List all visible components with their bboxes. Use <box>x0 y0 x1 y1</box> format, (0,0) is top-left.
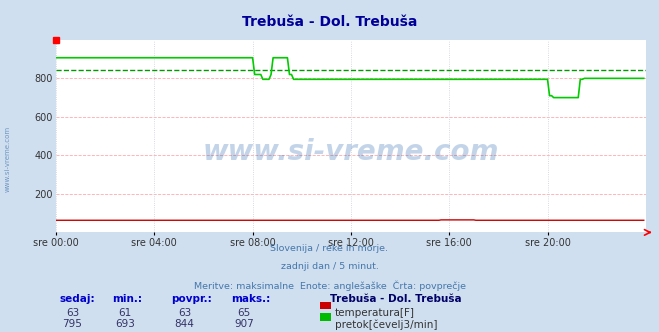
Text: www.si-vreme.com: www.si-vreme.com <box>5 126 11 193</box>
Text: Slovenija / reke in morje.: Slovenija / reke in morje. <box>270 244 389 253</box>
Text: sedaj:: sedaj: <box>59 294 95 304</box>
Text: min.:: min.: <box>112 294 142 304</box>
Text: www.si-vreme.com: www.si-vreme.com <box>203 137 499 166</box>
Text: pretok[čevelj3/min]: pretok[čevelj3/min] <box>335 319 438 330</box>
Text: povpr.:: povpr.: <box>171 294 212 304</box>
Text: Meritve: maksimalne  Enote: anglešaške  Črta: povprečje: Meritve: maksimalne Enote: anglešaške Čr… <box>194 281 465 291</box>
Text: 844: 844 <box>175 319 194 329</box>
Text: 63: 63 <box>66 308 79 318</box>
Text: Trebuša - Dol. Trebuša: Trebuša - Dol. Trebuša <box>330 294 461 304</box>
Text: 63: 63 <box>178 308 191 318</box>
Text: zadnji dan / 5 minut.: zadnji dan / 5 minut. <box>281 262 378 271</box>
Text: Trebuša - Dol. Trebuša: Trebuša - Dol. Trebuša <box>242 15 417 29</box>
Text: maks.:: maks.: <box>231 294 270 304</box>
Text: 795: 795 <box>63 319 82 329</box>
Text: 61: 61 <box>119 308 132 318</box>
Text: temperatura[F]: temperatura[F] <box>335 308 415 318</box>
Text: 693: 693 <box>115 319 135 329</box>
Text: 907: 907 <box>234 319 254 329</box>
Text: 65: 65 <box>237 308 250 318</box>
